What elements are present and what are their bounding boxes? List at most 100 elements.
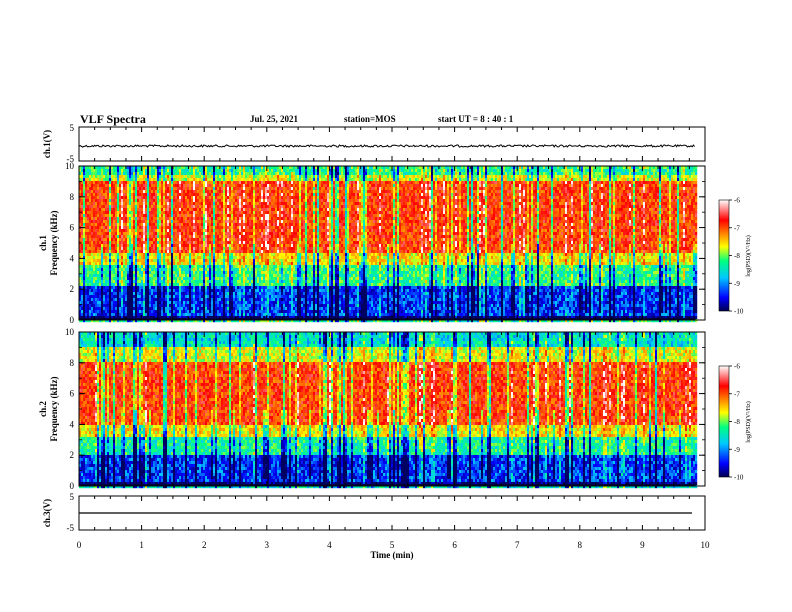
spectrogram-cell: [175, 190, 177, 193]
spectrogram-cell: [99, 193, 101, 196]
spectrogram-cell: [251, 226, 253, 229]
spectrogram-cell: [215, 205, 217, 208]
spectrogram-cell: [223, 268, 225, 271]
spectrogram-cell: [85, 184, 87, 187]
spectrogram-cell: [255, 190, 257, 193]
spectrogram-cell: [171, 226, 173, 229]
spectrogram-cell: [121, 307, 123, 310]
spectrogram-cell: [115, 193, 117, 196]
spectrogram-cell: [143, 172, 145, 175]
spectrogram-cell: [163, 229, 165, 232]
spectrogram-cell: [181, 175, 183, 178]
spectrogram-cell: [175, 217, 177, 220]
spectrogram-cell: [163, 205, 165, 208]
spectrogram-cell: [155, 181, 157, 184]
spectrogram-cell: [187, 247, 189, 250]
spectrogram-cell: [155, 277, 157, 280]
spectrogram-cell: [227, 295, 229, 298]
spectrogram-cell: [97, 211, 99, 214]
spectrogram-cell: [123, 256, 125, 259]
spectrogram-cell: [125, 232, 127, 235]
spectrogram-cell: [101, 292, 103, 295]
spectrogram-cell: [147, 238, 149, 241]
spectrogram-cell: [81, 205, 83, 208]
spectrogram-cell: [97, 268, 99, 271]
spectrogram-cell: [89, 304, 91, 307]
spectrogram-cell: [117, 274, 119, 277]
spectrogram-cell: [83, 238, 85, 241]
spectrogram-cell: [149, 298, 151, 301]
spectrogram-cell: [85, 286, 87, 289]
spectrogram-cell: [109, 304, 111, 307]
spectrogram-cell: [251, 199, 253, 202]
spectrogram-cell: [189, 196, 191, 199]
spectrogram-cell: [151, 310, 153, 313]
spectrogram-cell: [227, 277, 229, 280]
spectrogram-cell: [99, 304, 101, 307]
spectrogram-cell: [255, 298, 257, 301]
spectrogram-cell: [115, 211, 117, 214]
spectrogram-cell: [201, 247, 203, 250]
spectrogram-cell: [225, 190, 227, 193]
spectrogram-cell: [143, 232, 145, 235]
spectrogram-cell: [115, 187, 117, 190]
spectrogram-cell: [95, 274, 97, 277]
spectrogram-cell: [169, 214, 171, 217]
spectrogram-cell: [209, 226, 211, 229]
spectrogram-cell: [221, 253, 223, 256]
spectrogram-cell: [209, 217, 211, 220]
spectrogram-cell: [87, 187, 89, 190]
spectrogram-cell: [205, 250, 207, 253]
spectrogram-cell: [253, 262, 255, 265]
spectrogram-cell: [247, 313, 249, 316]
spectrogram-cell: [201, 187, 203, 190]
spectrogram-cell: [109, 229, 111, 232]
spectrogram-cell: [201, 289, 203, 292]
spectrogram-cell: [143, 208, 145, 211]
spectrogram-cell: [195, 178, 197, 181]
spectrogram-cell: [135, 196, 137, 199]
spectrogram-cell: [189, 295, 191, 298]
spectrogram-cell: [239, 184, 241, 187]
spectrogram-cell: [165, 271, 167, 274]
spectrogram-cell: [225, 202, 227, 205]
spectrogram-cell: [99, 244, 101, 247]
spectrogram-cell: [177, 229, 179, 232]
spectrogram-cell: [203, 190, 205, 193]
spectrogram-cell: [141, 307, 143, 310]
spectrogram-cell: [235, 241, 237, 244]
spectrogram-cell: [99, 256, 101, 259]
spectrogram-cell: [153, 289, 155, 292]
spectrogram-cell: [117, 184, 119, 187]
spectrogram-cell: [85, 292, 87, 295]
spectrogram-cell: [239, 310, 241, 313]
spectrogram-cell: [143, 184, 145, 187]
spectrogram-cell: [145, 250, 147, 253]
spectrogram-cell: [189, 184, 191, 187]
spectrogram-cell: [235, 247, 237, 250]
spectrogram-cell: [169, 199, 171, 202]
spectrogram-cell: [259, 307, 261, 310]
spectrogram-cell: [91, 256, 93, 259]
spectrogram-cell: [91, 205, 93, 208]
spectrogram-cell: [221, 235, 223, 238]
spectrogram-cell: [173, 262, 175, 265]
spectrogram-cell: [81, 202, 83, 205]
spectrogram-cell: [167, 295, 169, 298]
spectrogram-cell: [117, 229, 119, 232]
spectrogram-cell: [97, 217, 99, 220]
spectrogram-cell: [251, 250, 253, 253]
spectrogram-cell: [123, 184, 125, 187]
spectrogram-cell: [231, 241, 233, 244]
spectrogram-cell: [213, 205, 215, 208]
spectrogram-cell: [131, 184, 133, 187]
spectrogram-cell: [209, 220, 211, 223]
spectrogram-cell: [165, 280, 167, 283]
spectrogram-cell: [109, 271, 111, 274]
spectrogram-cell: [167, 190, 169, 193]
spectrogram-cell: [147, 292, 149, 295]
spectrogram-cell: [215, 172, 217, 175]
spectrogram-cell: [257, 184, 259, 187]
spectrogram-cell: [205, 181, 207, 184]
spectrogram-cell: [207, 250, 209, 253]
